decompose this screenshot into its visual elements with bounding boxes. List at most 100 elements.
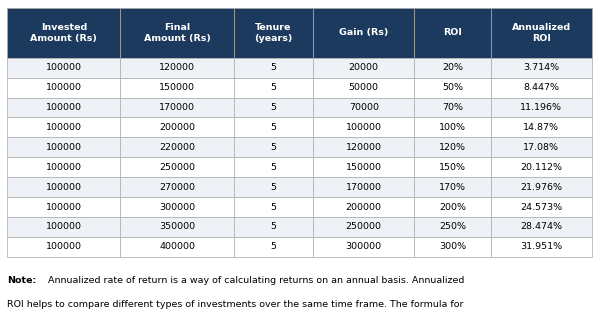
Bar — [313, 237, 415, 257]
Text: 5: 5 — [271, 103, 277, 112]
Bar — [313, 117, 415, 137]
Bar — [234, 78, 313, 98]
Text: 100000: 100000 — [46, 242, 82, 251]
Text: ROI helps to compare different types of investments over the same time frame. Th: ROI helps to compare different types of … — [7, 300, 464, 309]
Bar — [313, 78, 415, 98]
Bar — [415, 78, 491, 98]
Bar — [313, 197, 415, 217]
Text: Note:: Note: — [7, 276, 37, 285]
Bar — [7, 117, 120, 137]
Bar — [313, 98, 415, 117]
Text: 200%: 200% — [439, 203, 466, 212]
Text: 100000: 100000 — [46, 222, 82, 231]
Text: 200000: 200000 — [346, 203, 382, 212]
Bar — [7, 78, 120, 98]
Text: 20000: 20000 — [349, 63, 379, 72]
Text: 14.87%: 14.87% — [524, 123, 559, 132]
Text: 50%: 50% — [442, 83, 463, 92]
Bar — [7, 137, 120, 157]
Bar — [491, 177, 592, 197]
Text: 20.112%: 20.112% — [521, 163, 562, 172]
Bar — [313, 157, 415, 177]
Bar — [234, 197, 313, 217]
Text: 5: 5 — [271, 203, 277, 212]
Text: 300000: 300000 — [159, 203, 195, 212]
Bar — [415, 8, 491, 58]
Text: 5: 5 — [271, 83, 277, 92]
Bar — [120, 137, 234, 157]
Text: Annualized rate of return is a way of calculating returns on an annual basis. An: Annualized rate of return is a way of ca… — [45, 276, 464, 285]
Text: 150000: 150000 — [346, 163, 382, 172]
Bar — [7, 237, 120, 257]
Text: 250%: 250% — [439, 222, 466, 231]
Text: Annualized
ROI: Annualized ROI — [512, 23, 571, 43]
Text: 5: 5 — [271, 163, 277, 172]
Bar — [120, 98, 234, 117]
Text: 70%: 70% — [442, 103, 463, 112]
Bar — [7, 98, 120, 117]
Text: 270000: 270000 — [159, 183, 195, 192]
Bar — [491, 78, 592, 98]
Text: 150%: 150% — [439, 163, 466, 172]
Text: 170%: 170% — [439, 183, 466, 192]
Bar — [120, 157, 234, 177]
Text: 28.474%: 28.474% — [521, 222, 562, 231]
Text: 100000: 100000 — [46, 203, 82, 212]
Text: 50000: 50000 — [349, 83, 379, 92]
Text: 170000: 170000 — [159, 103, 195, 112]
Text: 350000: 350000 — [159, 222, 195, 231]
Text: 5: 5 — [271, 183, 277, 192]
Text: 250000: 250000 — [346, 222, 382, 231]
Bar — [234, 58, 313, 78]
Text: 220000: 220000 — [159, 143, 195, 152]
Bar — [234, 98, 313, 117]
Text: 20%: 20% — [442, 63, 463, 72]
Text: 5: 5 — [271, 123, 277, 132]
Bar — [7, 8, 120, 58]
Bar — [415, 197, 491, 217]
Text: 100000: 100000 — [346, 123, 382, 132]
Bar — [491, 157, 592, 177]
Bar — [120, 177, 234, 197]
Text: Gain (Rs): Gain (Rs) — [339, 28, 389, 38]
Text: 200000: 200000 — [159, 123, 195, 132]
Text: 100000: 100000 — [46, 143, 82, 152]
Text: ROI: ROI — [443, 28, 462, 38]
Bar — [313, 137, 415, 157]
Bar — [234, 157, 313, 177]
Text: 5: 5 — [271, 242, 277, 251]
Bar — [415, 177, 491, 197]
Bar — [234, 237, 313, 257]
Text: Invested
Amount (Rs): Invested Amount (Rs) — [31, 23, 97, 43]
Text: 400000: 400000 — [159, 242, 195, 251]
Bar — [234, 217, 313, 237]
Bar — [120, 58, 234, 78]
Text: 24.573%: 24.573% — [521, 203, 562, 212]
Text: 5: 5 — [271, 63, 277, 72]
Bar — [491, 217, 592, 237]
Bar — [7, 177, 120, 197]
Text: 100000: 100000 — [46, 83, 82, 92]
Text: 100000: 100000 — [46, 123, 82, 132]
Bar — [415, 157, 491, 177]
Bar — [120, 78, 234, 98]
Bar — [7, 157, 120, 177]
Text: 8.447%: 8.447% — [524, 83, 559, 92]
Bar — [7, 197, 120, 217]
Text: 300%: 300% — [439, 242, 466, 251]
Bar — [120, 237, 234, 257]
Text: 3.714%: 3.714% — [524, 63, 559, 72]
Text: 5: 5 — [271, 222, 277, 231]
Text: 70000: 70000 — [349, 103, 379, 112]
Text: 120%: 120% — [439, 143, 466, 152]
Bar — [120, 217, 234, 237]
Text: Tenure
(years): Tenure (years) — [255, 23, 293, 43]
Text: 11.196%: 11.196% — [521, 103, 562, 112]
Bar — [313, 8, 415, 58]
Bar — [120, 197, 234, 217]
Bar — [491, 98, 592, 117]
Bar — [234, 117, 313, 137]
Bar — [491, 8, 592, 58]
Bar — [234, 8, 313, 58]
Text: 100000: 100000 — [46, 163, 82, 172]
